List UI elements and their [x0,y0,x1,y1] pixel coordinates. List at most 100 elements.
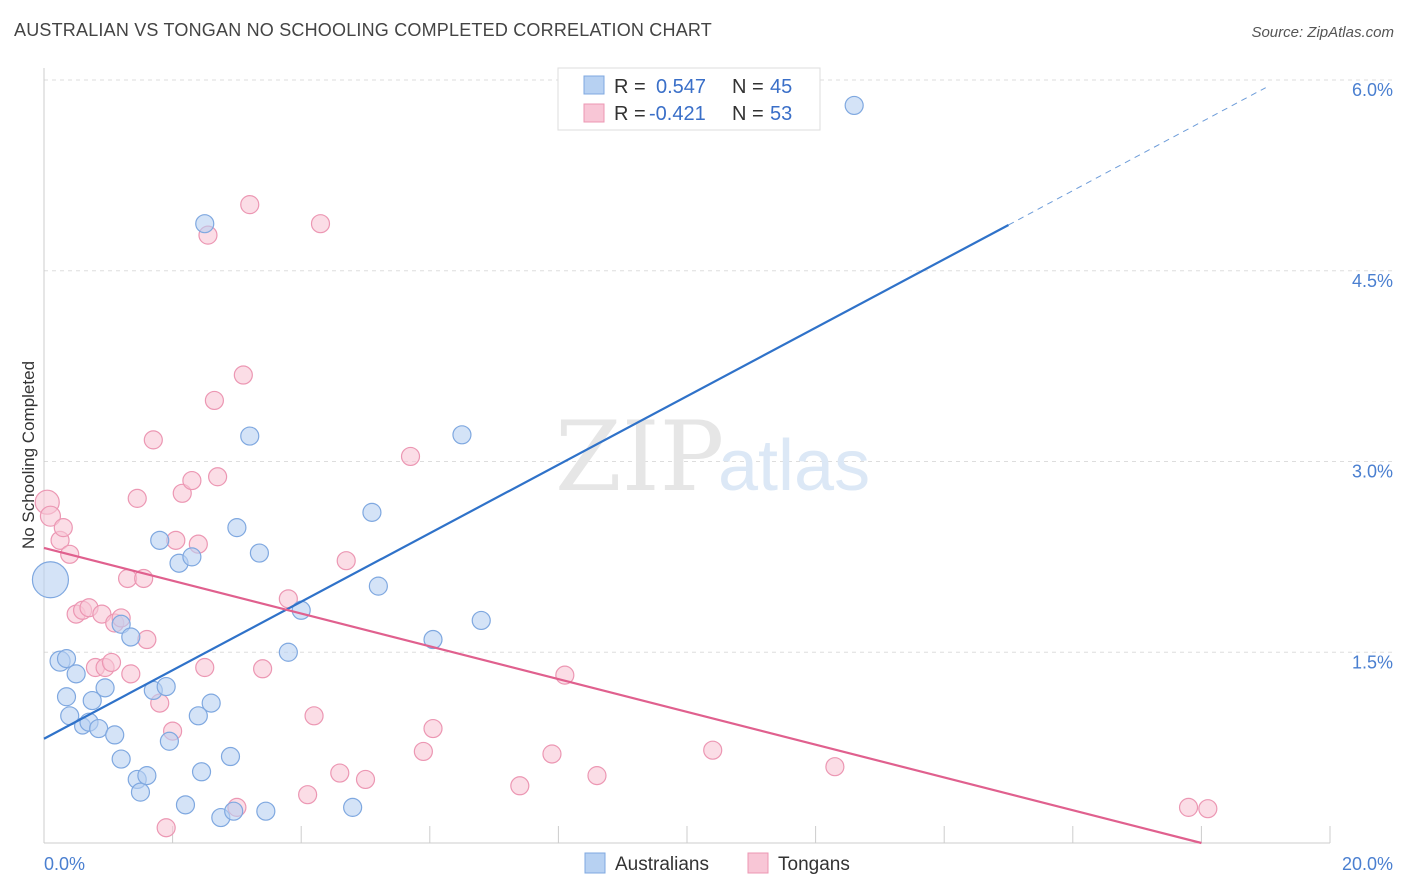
australians-point [188,706,208,726]
tongans-point [166,530,186,550]
australians-point [362,502,382,522]
australians-point [368,576,388,596]
tongans-point [423,718,443,739]
australians-point [31,561,70,599]
australians-point [844,95,864,116]
bottom-legend-swatch-tongans [747,852,769,874]
y-tick-label-0: 1.5% [1352,652,1393,672]
y-tick-labels: 1.5% 3.0% 4.5% 6.0% [1352,80,1393,672]
legend-n-label-2: N = [732,103,764,125]
tongans-point [1198,799,1218,819]
axes [43,68,1331,844]
australians-point [201,693,221,713]
tongans-point [542,744,562,764]
australians-point [224,801,244,821]
legend-n-value-1: 45 [770,76,792,98]
watermark-zip: ZIP [555,401,724,513]
tongans-point [143,430,163,450]
australians-point [82,690,102,711]
australians-point [150,530,170,550]
australians-point [195,214,215,234]
australians-point [227,518,247,538]
australians-point [343,797,363,817]
tongans-point [310,214,331,234]
chart-title: AUSTRALIAN VS TONGAN NO SCHOOLING COMPLE… [14,20,712,40]
tongans-point [39,505,62,527]
tongans-point [413,741,433,762]
australians-point [220,746,241,767]
tongans-point [195,657,215,678]
australians-point [423,629,443,650]
australians-point [240,426,260,446]
australians-point [249,543,270,563]
tongans-point [510,776,530,796]
tongans-point [137,629,157,650]
legend-r-label-1: R = [614,76,646,98]
australians-point [130,782,151,802]
tongans-points [34,195,1218,838]
australians-point [191,762,212,782]
australians-trend-extension [1008,87,1266,226]
tongans-point [400,446,421,467]
y-tick-label-3: 6.0% [1352,80,1393,100]
australians-point [256,801,276,821]
tongans-point [298,785,318,805]
tongans-point [703,740,723,760]
source-label: Source: ZipAtlas.com [1251,24,1394,41]
tongans-point [156,818,176,838]
bottom-legend-swatch-australians [584,852,606,874]
tongans-point [101,652,122,673]
y-tick-label-1: 3.0% [1352,462,1393,482]
y-axis-label: No Schooling Completed [19,361,38,549]
australians-point [111,614,131,634]
australians-point [137,766,157,786]
tongans-point [825,757,845,777]
australians-point [56,687,77,707]
tongans-point [304,706,324,726]
watermark: ZIP atlas [555,401,870,513]
tongans-point [127,488,147,508]
legend-swatch-blue [583,75,605,95]
tongans-point [182,470,202,491]
legend-r-value-1: 0.547 [656,76,706,98]
australians-point [278,642,298,662]
legend-n-value-2: 53 [770,103,792,125]
tongans-point [1178,797,1199,817]
tongans-point [53,518,73,538]
australians-point [452,425,472,445]
australians-point [159,731,179,751]
australians-points [31,95,864,828]
tongans-point [208,467,228,487]
legend-r-value-2: -0.421 [649,103,706,125]
tongans-point [355,769,376,790]
x-tick-labels: 0.0% 20.0% [44,854,1393,874]
correlation-legend: R = 0.547 N = 45 R = -0.421 N = 53 [557,67,821,131]
tongans-point [172,483,192,503]
australians-point [182,547,202,567]
australians-point [156,676,176,697]
legend-n-label-1: N = [732,76,764,98]
tongans-point [121,664,141,684]
tongans-point [336,551,356,571]
tongans-point [204,390,224,411]
trend-lines [43,87,1266,845]
tongans-point [240,195,260,215]
australians-point [95,678,115,698]
x-tick-label-1: 20.0% [1342,854,1393,874]
australians-trend-line [43,223,1010,740]
tongans-point [117,568,138,589]
australians-point [56,649,77,669]
australians-point [121,627,141,647]
australians-point [105,725,125,745]
x-tick-label-0: 0.0% [44,854,85,874]
series-legend: Australians Tongans [584,852,850,875]
y-tick-label-2: 4.5% [1352,271,1393,291]
legend-r-label-2: R = [614,103,646,125]
bottom-legend-tongans: Tongans [778,854,850,875]
australians-point [89,718,109,739]
legend-swatch-pink [583,103,605,123]
tongans-point [587,766,607,786]
australians-point [66,664,86,684]
tongans-point [330,763,350,783]
